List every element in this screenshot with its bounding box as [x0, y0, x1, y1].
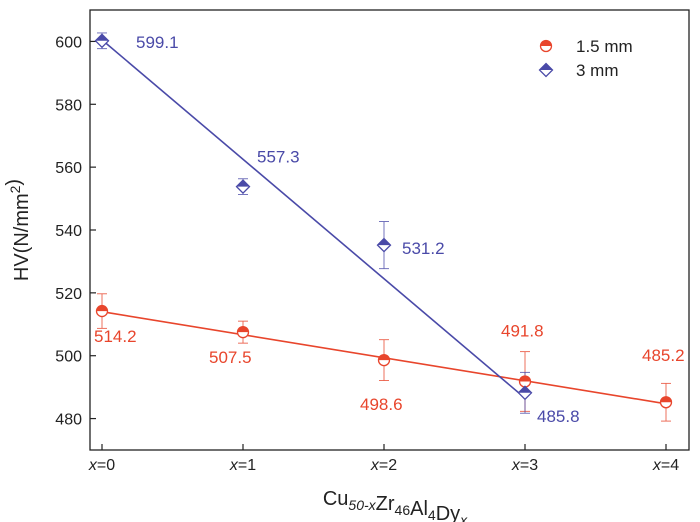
x-tick-label: x=3: [511, 457, 538, 474]
data-label: 498.6: [360, 395, 403, 414]
legend: 1.5 mm 3 mm: [538, 37, 633, 80]
data-point: [517, 385, 533, 401]
data-label: 531.2: [402, 239, 445, 258]
data-label: 599.1: [136, 33, 179, 52]
data-markers: [94, 33, 673, 409]
data-label: 491.8: [501, 321, 544, 340]
axis-ticks: 480 500 520 540 560 580 600 x=0 x=1 x=2 x=3 x=4: [55, 34, 679, 474]
y-tick-label: 540: [55, 223, 82, 240]
legend-marker: [539, 39, 553, 53]
legend-label: 1.5 mm: [576, 37, 633, 56]
data-labels: 514.2 507.5 498.6 491.8 485.2 599.1 557.3 531.2…: [94, 33, 685, 426]
data-point: [94, 33, 110, 49]
x-tick-label: x=1: [229, 457, 256, 474]
legend-marker: [538, 62, 554, 78]
data-point: [376, 237, 392, 253]
y-tick-label: 580: [55, 97, 82, 114]
y-tick-label: 600: [55, 34, 82, 51]
x-tick-label: x=4: [652, 457, 679, 474]
data-label: 557.3: [257, 148, 300, 167]
y-axis-label: HV(N/mm2): [3, 179, 33, 281]
y-tick-label: 500: [55, 349, 82, 366]
y-tick-label: 520: [55, 286, 82, 303]
data-label: 514.2: [94, 327, 137, 346]
data-label: 485.2: [642, 346, 685, 365]
data-point: [236, 325, 250, 339]
y-tick-label: 560: [55, 160, 82, 177]
data-point: [518, 375, 532, 388]
x-tick-label: x=2: [370, 457, 397, 474]
data-point: [377, 353, 391, 367]
data-point: [659, 396, 673, 409]
x-tick-label: x=0: [88, 457, 115, 474]
data-point: [235, 179, 251, 195]
data-label: 507.5: [209, 348, 252, 367]
data-label: 485.8: [537, 407, 580, 426]
y-tick-label: 480: [55, 412, 82, 429]
legend-label: 3 mm: [576, 61, 619, 80]
fit-line-3-mm: [101, 39, 526, 399]
data-point: [95, 304, 109, 318]
x-axis-label: Cu50-xZr46Al4Dyx: [323, 488, 468, 522]
